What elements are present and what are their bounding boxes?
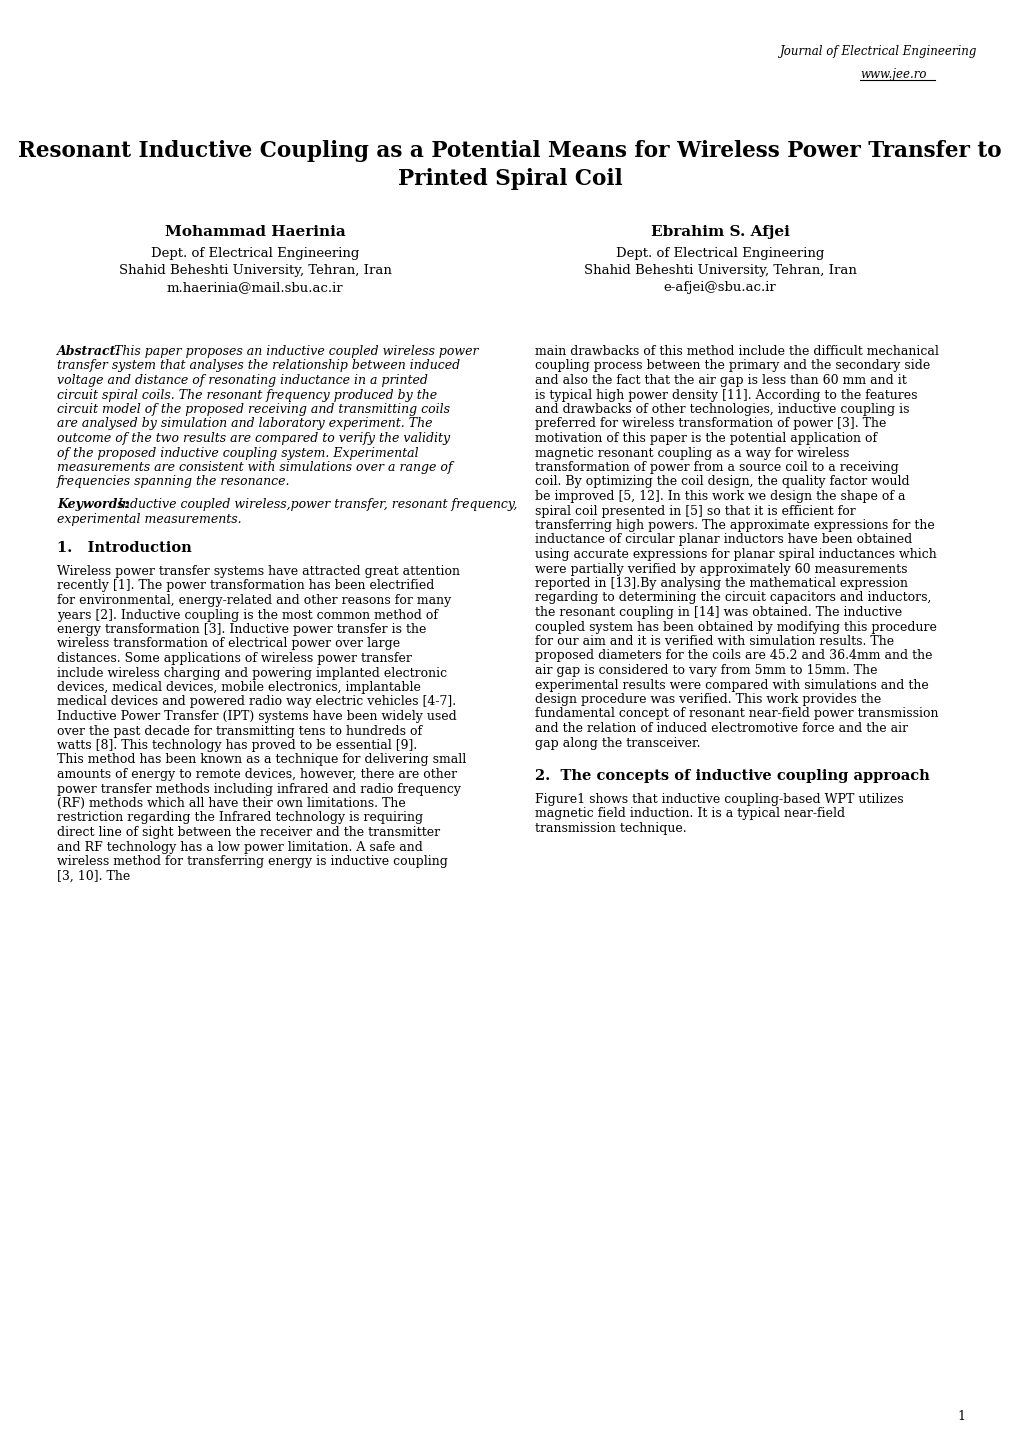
Text: design procedure was verified. This work provides the: design procedure was verified. This work… [535, 694, 880, 707]
Text: magnetic resonant coupling as a way for wireless: magnetic resonant coupling as a way for … [535, 447, 849, 460]
Text: This method has been known as a technique for delivering small: This method has been known as a techniqu… [57, 754, 466, 767]
Text: preferred for wireless transformation of power [3]. The: preferred for wireless transformation of… [535, 418, 886, 431]
Text: circuit model of the proposed receiving and transmitting coils: circuit model of the proposed receiving … [57, 402, 449, 415]
Text: wireless method for transferring energy is inductive coupling: wireless method for transferring energy … [57, 855, 447, 868]
Text: over the past decade for transmitting tens to hundreds of: over the past decade for transmitting te… [57, 724, 422, 737]
Text: 1: 1 [956, 1410, 964, 1423]
Text: Ebrahim S. Afjei: Ebrahim S. Afjei [650, 225, 789, 239]
Text: proposed diameters for the coils are 45.2 and 36.4mm and the: proposed diameters for the coils are 45.… [535, 649, 931, 662]
Text: transferring high powers. The approximate expressions for the: transferring high powers. The approximat… [535, 519, 933, 532]
Text: and RF technology has a low power limitation. A safe and: and RF technology has a low power limita… [57, 841, 423, 854]
Text: medical devices and powered radio way electric vehicles [4-7].: medical devices and powered radio way el… [57, 695, 455, 708]
Text: wireless transformation of electrical power over large: wireless transformation of electrical po… [57, 637, 399, 650]
Text: energy transformation [3]. Inductive power transfer is the: energy transformation [3]. Inductive pow… [57, 623, 426, 636]
Text: Shahid Beheshti University, Tehran, Iran: Shahid Beheshti University, Tehran, Iran [583, 264, 856, 277]
Text: are analysed by simulation and laboratory experiment. The: are analysed by simulation and laborator… [57, 418, 432, 431]
Text: fundamental concept of resonant near-field power transmission: fundamental concept of resonant near-fie… [535, 708, 937, 721]
Text: transmission technique.: transmission technique. [535, 822, 686, 835]
Text: using accurate expressions for planar spiral inductances which: using accurate expressions for planar sp… [535, 548, 935, 561]
Text: Abstract:: Abstract: [57, 345, 121, 358]
Text: watts [8]. This technology has proved to be essential [9].: watts [8]. This technology has proved to… [57, 738, 417, 751]
Text: This paper proposes an inductive coupled wireless power: This paper proposes an inductive coupled… [114, 345, 478, 358]
Text: of the proposed inductive coupling system. Experimental: of the proposed inductive coupling syste… [57, 447, 418, 460]
Text: main drawbacks of this method include the difficult mechanical: main drawbacks of this method include th… [535, 345, 937, 358]
Text: 2.  The concepts of inductive coupling approach: 2. The concepts of inductive coupling ap… [535, 769, 929, 783]
Text: motivation of this paper is the potential application of: motivation of this paper is the potentia… [535, 433, 876, 446]
Text: voltage and distance of resonating inductance in a printed: voltage and distance of resonating induc… [57, 373, 427, 386]
Text: and the relation of induced electromotive force and the air: and the relation of induced electromotiv… [535, 722, 907, 735]
Text: and drawbacks of other technologies, inductive coupling is: and drawbacks of other technologies, ind… [535, 402, 909, 415]
Text: gap along the transceiver.: gap along the transceiver. [535, 737, 700, 750]
Text: outcome of the two results are compared to verify the validity: outcome of the two results are compared … [57, 433, 449, 446]
Text: and also the fact that the air gap is less than 60 mm and it: and also the fact that the air gap is le… [535, 373, 906, 386]
Text: Dept. of Electrical Engineering: Dept. of Electrical Engineering [615, 247, 823, 260]
Text: Journal of Electrical Engineering: Journal of Electrical Engineering [780, 45, 976, 58]
Text: experimental results were compared with simulations and the: experimental results were compared with … [535, 679, 928, 692]
Text: Keywords:: Keywords: [57, 497, 128, 510]
Text: include wireless charging and powering implanted electronic: include wireless charging and powering i… [57, 666, 446, 679]
Text: Inductive Power Transfer (IPT) systems have been widely used: Inductive Power Transfer (IPT) systems h… [57, 709, 457, 722]
Text: coupling process between the primary and the secondary side: coupling process between the primary and… [535, 359, 929, 372]
Text: experimental measurements.: experimental measurements. [57, 512, 242, 525]
Text: frequencies spanning the resonance.: frequencies spanning the resonance. [57, 476, 290, 489]
Text: [3, 10]. The: [3, 10]. The [57, 870, 130, 883]
Text: Dept. of Electrical Engineering: Dept. of Electrical Engineering [151, 247, 359, 260]
Text: Inductive coupled wireless,power transfer, resonant frequency,: Inductive coupled wireless,power transfe… [117, 497, 517, 510]
Text: inductance of circular planar inductors have been obtained: inductance of circular planar inductors … [535, 534, 911, 547]
Text: air gap is considered to vary from 5mm to 15mm. The: air gap is considered to vary from 5mm t… [535, 663, 876, 676]
Text: coil. By optimizing the coil design, the quality factor would: coil. By optimizing the coil design, the… [535, 476, 909, 489]
Text: Printed Spiral Coil: Printed Spiral Coil [397, 169, 622, 190]
Text: Shahid Beheshti University, Tehran, Iran: Shahid Beheshti University, Tehran, Iran [118, 264, 391, 277]
Text: distances. Some applications of wireless power transfer: distances. Some applications of wireless… [57, 652, 412, 665]
Text: www.jee.ro: www.jee.ro [859, 68, 925, 81]
Text: amounts of energy to remote devices, however, there are other: amounts of energy to remote devices, how… [57, 769, 457, 782]
Text: were partially verified by approximately 60 measurements: were partially verified by approximately… [535, 562, 907, 575]
Text: Resonant Inductive Coupling as a Potential Means for Wireless Power Transfer to: Resonant Inductive Coupling as a Potenti… [18, 140, 1001, 162]
Text: recently [1]. The power transformation has been electrified: recently [1]. The power transformation h… [57, 580, 434, 593]
Text: spiral coil presented in [5] so that it is efficient for: spiral coil presented in [5] so that it … [535, 505, 855, 518]
Text: (RF) methods which all have their own limitations. The: (RF) methods which all have their own li… [57, 797, 406, 810]
Text: m.haerinia@mail.sbu.ac.ir: m.haerinia@mail.sbu.ac.ir [166, 281, 343, 294]
Text: measurements are consistent with simulations over a range of: measurements are consistent with simulat… [57, 461, 452, 474]
Text: years [2]. Inductive coupling is the most common method of: years [2]. Inductive coupling is the mos… [57, 609, 437, 622]
Text: transformation of power from a source coil to a receiving: transformation of power from a source co… [535, 461, 898, 474]
Text: Wireless power transfer systems have attracted great attention: Wireless power transfer systems have att… [57, 565, 460, 578]
Text: reported in [13].By analysing the mathematical expression: reported in [13].By analysing the mathem… [535, 577, 907, 590]
Text: the resonant coupling in [14] was obtained. The inductive: the resonant coupling in [14] was obtain… [535, 606, 901, 619]
Text: Figure1 shows that inductive coupling-based WPT utilizes: Figure1 shows that inductive coupling-ba… [535, 793, 903, 806]
Text: for environmental, energy-related and other reasons for many: for environmental, energy-related and ot… [57, 594, 450, 607]
Text: restriction regarding the Infrared technology is requiring: restriction regarding the Infrared techn… [57, 812, 423, 825]
Text: is typical high power density [11]. According to the features: is typical high power density [11]. Acco… [535, 388, 917, 401]
Text: 1.   Introduction: 1. Introduction [57, 541, 192, 555]
Text: devices, medical devices, mobile electronics, implantable: devices, medical devices, mobile electro… [57, 681, 421, 694]
Text: power transfer methods including infrared and radio frequency: power transfer methods including infrare… [57, 783, 461, 796]
Text: transfer system that analyses the relationship between induced: transfer system that analyses the relati… [57, 359, 460, 372]
Text: magnetic field induction. It is a typical near-field: magnetic field induction. It is a typica… [535, 808, 845, 820]
Text: Mohammad Haerinia: Mohammad Haerinia [164, 225, 345, 239]
Text: for our aim and it is verified with simulation results. The: for our aim and it is verified with simu… [535, 634, 894, 647]
Text: e-afjei@sbu.ac.ir: e-afjei@sbu.ac.ir [663, 281, 775, 294]
Text: direct line of sight between the receiver and the transmitter: direct line of sight between the receive… [57, 826, 439, 839]
Text: coupled system has been obtained by modifying this procedure: coupled system has been obtained by modi… [535, 620, 936, 633]
Text: circuit spiral coils. The resonant frequency produced by the: circuit spiral coils. The resonant frequ… [57, 388, 437, 401]
Text: regarding to determining the circuit capacitors and inductors,: regarding to determining the circuit cap… [535, 591, 930, 604]
Text: be improved [5, 12]. In this work we design the shape of a: be improved [5, 12]. In this work we des… [535, 490, 905, 503]
